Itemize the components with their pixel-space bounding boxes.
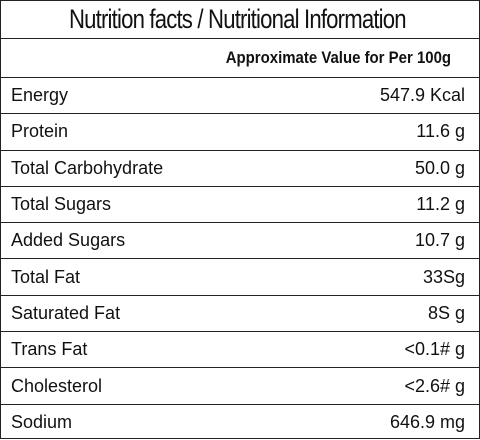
nutrient-row: Total Carbohydrate 50.0 g (1, 151, 479, 187)
title: Nutrition facts / Nutritional Informatio… (69, 4, 407, 34)
nutrient-name: Total Fat (11, 266, 81, 287)
column-header: Approximate Value for Per 100g (225, 48, 451, 67)
nutrient-name: Saturated Fat (11, 302, 121, 323)
nutrient-value: <2.6# g (404, 375, 465, 396)
title-row: Nutrition facts / Nutritional Informatio… (1, 1, 479, 39)
nutrient-name: Added Sugars (11, 230, 126, 251)
nutrient-name: Sodium (11, 411, 73, 432)
nutrient-row: Energy 547.9 Kcal (1, 78, 479, 115)
nutrient-value: 11.6 g (416, 121, 465, 142)
nutrient-name: Trans Fat (11, 339, 88, 360)
nutrient-value: 11.2 g (416, 194, 465, 215)
nutrient-name: Total Sugars (11, 194, 112, 215)
nutrient-name: Total Carbohydrate (11, 157, 164, 178)
nutrient-value: 50.0 g (414, 157, 465, 178)
nutrient-row: Added Sugars 10.7 g (1, 223, 479, 260)
nutrient-value: 547.9 Kcal (379, 85, 465, 106)
nutrient-value: 33Sg (422, 266, 465, 287)
nutrient-value: <0.1# g (404, 339, 465, 360)
nutrient-row: Trans Fat <0.1# g (1, 332, 479, 369)
nutrient-name: Cholesterol (11, 375, 103, 396)
rows: Energy 547.9 Kcal Protein 11.6 g Total Carbo… (1, 78, 479, 440)
nutrient-row: Sodium 646.9 mg (1, 405, 479, 440)
nutrient-value: 10.7 g (414, 230, 465, 251)
nutrient-row: Saturated Fat 8S g (1, 296, 479, 333)
nutrient-row: Total Fat 33Sg (1, 259, 479, 296)
nutrient-row: Cholesterol <2.6# g (1, 368, 479, 405)
header-row: Approximate Value for Per 100g (1, 39, 479, 78)
nutrient-row: Protein 11.6 g (1, 114, 479, 151)
nutrient-name: Protein (11, 121, 69, 142)
nutrient-value: 646.9 mg (389, 411, 465, 432)
nutrient-row: Total Sugars 11.2 g (1, 187, 479, 224)
nutrient-value: 8S g (427, 302, 465, 323)
nutrient-name: Energy (11, 85, 69, 106)
